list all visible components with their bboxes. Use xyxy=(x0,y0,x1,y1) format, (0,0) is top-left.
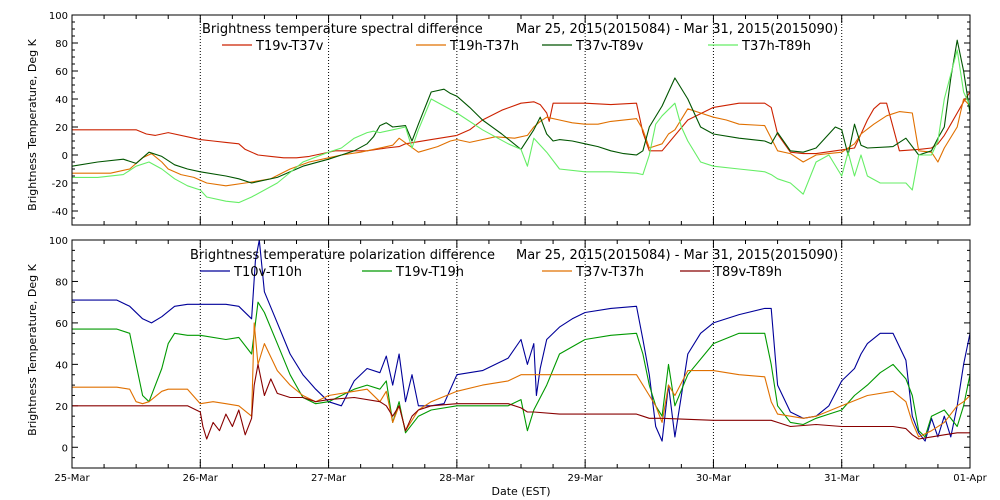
series-line-t19v-t37v xyxy=(72,91,971,159)
y-tick-label: 60 xyxy=(55,319,68,330)
legend-label: T37h-T89h xyxy=(741,39,811,54)
series-line-t89v-t89h xyxy=(72,363,970,440)
bottom-gridlines xyxy=(199,240,843,468)
legend-label: T37v-T37h xyxy=(575,265,644,280)
legend-label: T37v-T89v xyxy=(575,39,644,54)
y-tick-label: -40 xyxy=(52,207,68,218)
y-tick-label: -20 xyxy=(52,179,68,190)
x-tick-label: 26-Mar xyxy=(183,473,219,484)
y-tick-label: 40 xyxy=(55,360,68,371)
y-tick-label: 0 xyxy=(62,443,68,454)
legend-label: T19v-T37v xyxy=(255,39,324,54)
y-tick-label: 60 xyxy=(55,67,68,78)
y-tick-label: 40 xyxy=(55,95,68,106)
x-axis-label: Date (EST) xyxy=(491,485,550,498)
legend-label: T19h-T37h xyxy=(449,39,519,54)
bottom-x-ticks: 25-Mar 26-Mar 27-Mar 28-Mar 29-Mar 30-Mar 31-M… xyxy=(54,240,988,484)
top-plot-frame xyxy=(71,14,971,226)
bottom-y-axis-label: Brightness Temperature, Deg K xyxy=(26,263,39,435)
x-tick-label: 31-Mar xyxy=(824,473,860,484)
series-line-t37h-t89h xyxy=(72,49,971,204)
y-tick-label: 20 xyxy=(55,402,68,413)
x-tick-label: 01-Apr xyxy=(953,473,987,484)
bottom-plot-frame xyxy=(71,239,971,469)
y-tick-label: 80 xyxy=(55,277,68,288)
top-y-axis-label: Brightness Temperature, Deg K xyxy=(26,38,39,210)
y-tick-label: 80 xyxy=(55,39,68,50)
series-line-t37v-t89v xyxy=(71,39,971,184)
x-tick-label: 29-Mar xyxy=(568,473,604,484)
top-legend: T19v-T37v T19h-T37h T37v-T89v T37h-T89h xyxy=(222,39,811,54)
bottom-chart-title: Brightness temperature polarization diff… xyxy=(190,248,495,263)
legend-label: T89v-T89h xyxy=(713,265,782,280)
bottom-date-range: Mar 25, 2015(2015084) - Mar 31, 2015(201… xyxy=(516,248,838,263)
top-chart-title: Brightness temperature spectral differen… xyxy=(202,22,483,37)
y-tick-label: 20 xyxy=(55,123,68,134)
bottom-y-ticks: 0 20 40 60 80 100 xyxy=(49,236,970,469)
series-line-t10v-t10h xyxy=(72,239,971,442)
top-date-range: Mar 25, 2015(2015084) - Mar 31, 2015(201… xyxy=(516,22,838,37)
x-tick-label: 25-Mar xyxy=(54,473,90,484)
spectral-difference-panel: Brightness Temperature, Deg K -40 -20 0 20 4… xyxy=(26,11,971,226)
y-tick-label: 0 xyxy=(62,151,68,162)
top-series-lines xyxy=(71,39,971,204)
x-tick-label: 30-Mar xyxy=(696,473,732,484)
series-line-t37v-t37h xyxy=(72,322,971,438)
bottom-series-lines xyxy=(72,239,971,442)
bottom-legend: T10v-T10h T19v-T19h T37v-T37h T89v-T89h xyxy=(200,265,782,280)
series-line-t19v-t19h xyxy=(72,301,971,438)
y-tick-label: 100 xyxy=(49,236,68,247)
x-tick-label: 27-Mar xyxy=(311,473,347,484)
x-tick-label: 28-Mar xyxy=(439,473,475,484)
y-tick-label: 100 xyxy=(49,11,68,22)
legend-label: T10v-T10h xyxy=(233,265,302,280)
polarization-difference-panel: Brightness Temperature, Deg K 0 20 40 60 80 1… xyxy=(26,236,988,498)
legend-label: T19v-T19h xyxy=(395,265,464,280)
top-x-ticks xyxy=(71,15,971,225)
